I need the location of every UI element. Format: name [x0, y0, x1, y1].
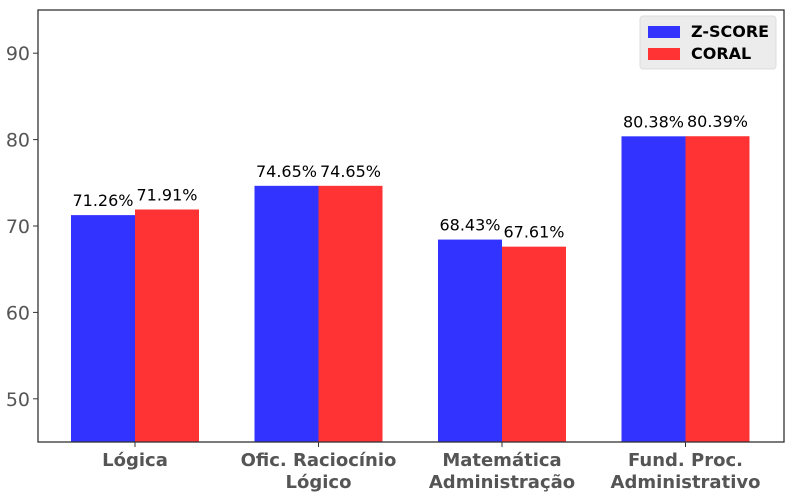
legend-label-zscore: Z-SCORE	[691, 22, 769, 41]
bar-coral-0	[135, 209, 199, 442]
legend-label-coral: CORAL	[691, 44, 751, 63]
data-label-zscore-3: 80.38%	[623, 112, 684, 131]
y-tick-label-90: 90	[6, 43, 30, 65]
x-tick-label-0: Lógica	[102, 450, 168, 471]
y-tick-label-60: 60	[6, 302, 30, 324]
data-label-zscore-1: 74.65%	[256, 162, 317, 181]
x-axis: Lógica Ofic. Raciocínio Lógico Matemática Ad…	[102, 442, 760, 493]
y-tick-label-50: 50	[6, 389, 30, 411]
y-tick-label-80: 80	[6, 130, 30, 152]
data-label-zscore-0: 71.26%	[72, 191, 133, 210]
x-tick-label-3: Fund. Proc. Administrativo	[611, 450, 761, 493]
bar-zscore-3	[621, 136, 686, 442]
x-tick-label-1: Ofic. Raciocínio Lógico	[241, 450, 397, 493]
legend-swatch-coral	[648, 48, 680, 60]
legend: Z-SCORE CORAL	[639, 15, 777, 70]
data-label-coral-1: 74.65%	[320, 162, 381, 181]
data-labels-layer: 71.26% 71.91% 74.65% 74.65% 68.43% 67.61% 80.3…	[72, 112, 748, 241]
bar-coral-2	[502, 246, 566, 442]
data-label-coral-2: 67.61%	[503, 223, 564, 242]
y-tick-label-70: 70	[6, 216, 30, 238]
legend-swatch-zscore	[648, 26, 680, 38]
x-tick-label-2: Matemática Administração	[429, 450, 575, 493]
bars-layer	[71, 136, 750, 442]
data-label-coral-3: 80.39%	[687, 112, 748, 131]
bar-zscore-1	[254, 185, 319, 442]
bar-coral-3	[685, 136, 750, 442]
y-axis: 50 60 70 80 90	[6, 43, 38, 411]
bar-zscore-0	[71, 215, 135, 442]
bar-coral-1	[318, 185, 383, 442]
bar-zscore-2	[438, 239, 502, 442]
data-label-coral-0: 71.91%	[136, 185, 197, 204]
data-label-zscore-2: 68.43%	[439, 216, 500, 235]
